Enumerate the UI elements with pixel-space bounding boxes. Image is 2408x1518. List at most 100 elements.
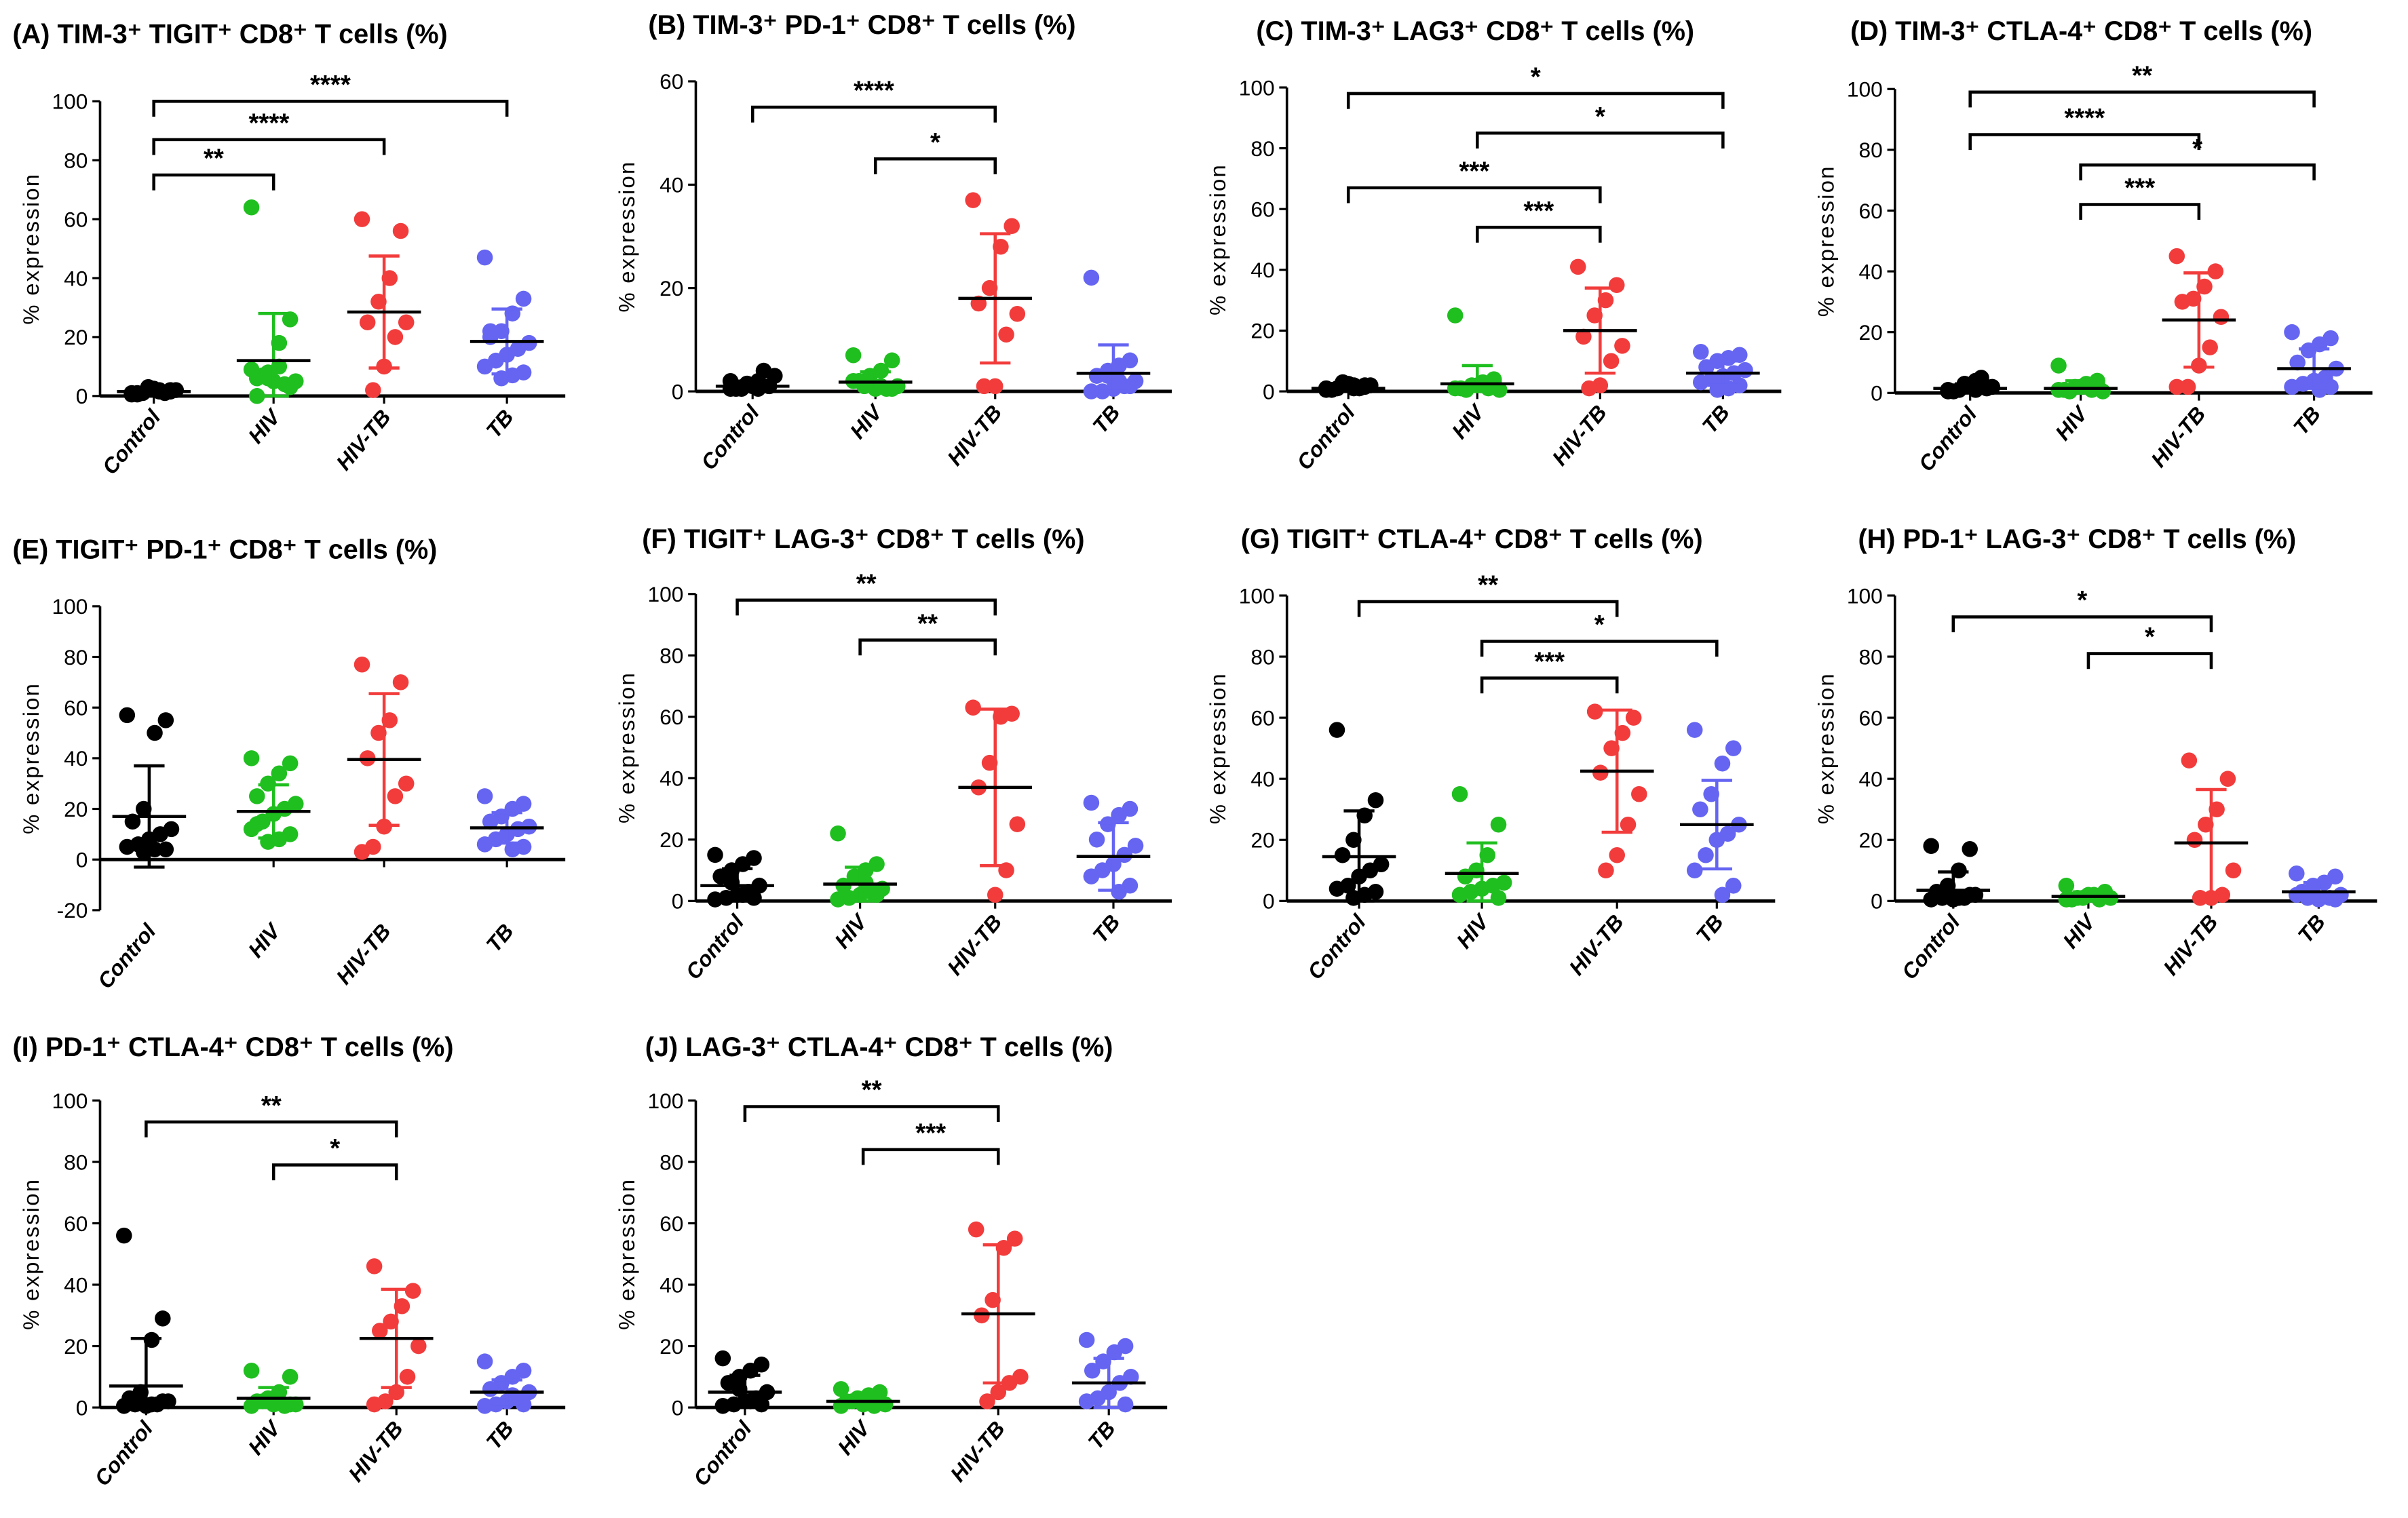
y-tick-label: 80 — [660, 644, 683, 668]
y-tick-label: 60 — [1858, 705, 1882, 730]
data-point — [365, 382, 381, 398]
y-tick-label: 60 — [660, 69, 683, 94]
x-tick-label: Control — [93, 918, 161, 993]
data-point — [476, 249, 493, 266]
y-tick-label: 0 — [672, 379, 684, 404]
data-point — [515, 290, 532, 307]
y-tick-label: 40 — [64, 1272, 88, 1297]
data-point — [119, 707, 136, 724]
significance-bracket — [152, 138, 386, 155]
x-tick-label: HIV — [2058, 908, 2101, 953]
data-point — [399, 1369, 416, 1385]
y-tick-label: 60 — [64, 207, 88, 231]
significance-label: *** — [915, 1119, 946, 1148]
significance-bracket — [735, 598, 997, 616]
group-tb — [1076, 269, 1151, 400]
x-tick-label: Control — [97, 404, 166, 479]
significance-label: ** — [1478, 571, 1498, 600]
data-point — [1451, 887, 1468, 903]
significance-bracket — [1346, 186, 1602, 203]
data-point — [1490, 890, 1507, 906]
y-tick-label: 60 — [64, 696, 88, 720]
y-tick-label: 40 — [1858, 767, 1882, 792]
data-point — [398, 314, 415, 330]
x-tick-label: HIV — [845, 399, 887, 444]
panel-i: (I) PD-1⁺ CTLA-4⁺ CD8⁺ T cells (%) 0 20 40 6… — [12, 1032, 566, 1491]
group-control — [700, 846, 774, 908]
data-point — [147, 724, 163, 741]
significance-label: **** — [854, 77, 894, 106]
y-axis-label: % expression — [1813, 672, 1838, 824]
data-point — [1693, 344, 1709, 360]
x-tick-label: Control — [90, 1416, 158, 1490]
y-tick-label: 100 — [648, 582, 684, 606]
group-tb — [1686, 344, 1760, 398]
data-point — [476, 788, 493, 804]
data-point — [1962, 840, 1978, 857]
data-point — [476, 1398, 493, 1414]
group-hiv — [826, 1381, 900, 1414]
data-point — [1116, 846, 1133, 863]
data-point — [1084, 1362, 1101, 1379]
y-axis-label: % expression — [18, 173, 43, 325]
data-point — [353, 656, 370, 673]
x-tick-label: Control — [1897, 909, 1966, 984]
significance-label: *** — [1523, 197, 1554, 226]
data-point — [830, 891, 846, 908]
data-point — [260, 370, 276, 387]
data-point — [1620, 816, 1637, 833]
group-hiv-tb — [958, 699, 1033, 903]
significance-bracket — [1951, 615, 2213, 633]
group-hiv-tb — [2162, 248, 2236, 395]
panel-title: (J) LAG-3⁺ CTLA-4⁺ CD8⁺ T cells (%) — [645, 1032, 1113, 1062]
y-axis-label: % expression — [1205, 163, 1230, 315]
panel-title: (G) TIGIT⁺ CTLA-4⁺ CD8⁺ T cells (%) — [1241, 524, 1703, 554]
data-point — [1367, 792, 1384, 809]
panel-title: (E) TIGIT⁺ PD-1⁺ CD8⁺ T cells (%) — [12, 535, 437, 565]
data-point — [1451, 785, 1468, 802]
data-point — [116, 1398, 132, 1414]
data-point — [359, 314, 376, 330]
data-point — [1111, 806, 1127, 823]
y-tick-label: 20 — [660, 1334, 683, 1359]
data-point — [1598, 862, 1614, 879]
data-point — [1923, 838, 1939, 855]
data-point — [2219, 771, 2236, 787]
data-point — [1569, 258, 1586, 275]
data-point — [476, 358, 493, 375]
y-tick-label: 40 — [64, 266, 88, 290]
data-point — [1127, 838, 1144, 854]
x-tick-label: TB — [1697, 400, 1734, 437]
y-tick-label: 100 — [52, 90, 88, 114]
data-point — [1686, 722, 1703, 738]
significance-bracket — [152, 100, 509, 117]
y-tick-label: 60 — [1250, 705, 1274, 730]
data-point — [248, 388, 265, 404]
data-point — [987, 378, 1004, 395]
x-tick-label: HIV-TB — [1564, 910, 1628, 979]
data-point — [282, 755, 299, 772]
x-tick-label: TB — [1088, 400, 1125, 437]
data-point — [707, 846, 723, 863]
data-point — [1106, 1344, 1123, 1361]
x-tick-label: HIV-TB — [343, 1416, 408, 1486]
data-point — [2050, 357, 2067, 374]
significance-label: * — [930, 128, 940, 157]
group-hiv — [1445, 785, 1519, 906]
x-tick-label: HIV-TB — [942, 400, 1007, 470]
group-hiv-tb — [958, 192, 1033, 395]
significance-bracket — [1968, 90, 2316, 108]
data-point — [157, 712, 174, 728]
y-tick-label: 0 — [672, 889, 684, 914]
group-hiv — [1440, 307, 1514, 398]
group-hiv-tb — [961, 1221, 1035, 1409]
x-tick-label: TB — [1083, 1416, 1120, 1454]
panel-title: (A) TIM-3⁺ TIGIT⁺ CD8⁺ T cells (%) — [12, 19, 447, 49]
y-axis-label: % expression — [614, 160, 639, 312]
panel-j: (J) LAG-3⁺ CTLA-4⁺ CD8⁺ T cells (%) 0 20 40… — [614, 1032, 1168, 1491]
data-point — [1714, 887, 1731, 903]
significance-label: ** — [2132, 61, 2152, 90]
significance-bracket — [750, 105, 997, 123]
data-point — [883, 352, 900, 369]
x-tick-label: HIV-TB — [331, 919, 396, 989]
